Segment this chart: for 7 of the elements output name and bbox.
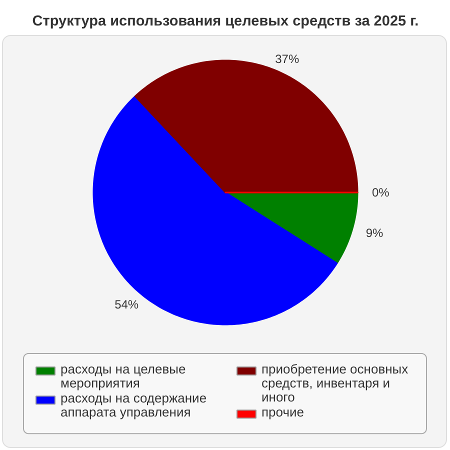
data-label: 9% xyxy=(366,226,384,240)
data-label: 54% xyxy=(114,297,139,312)
data-label: 37% xyxy=(275,52,300,66)
legend-label: прочие xyxy=(262,404,304,420)
chart-title: Структура использования целевых средств за 2025 г. xyxy=(32,14,419,30)
legend-label: расходы на содержание аппарата управления xyxy=(60,390,207,420)
text: 0% xyxy=(372,186,390,200)
